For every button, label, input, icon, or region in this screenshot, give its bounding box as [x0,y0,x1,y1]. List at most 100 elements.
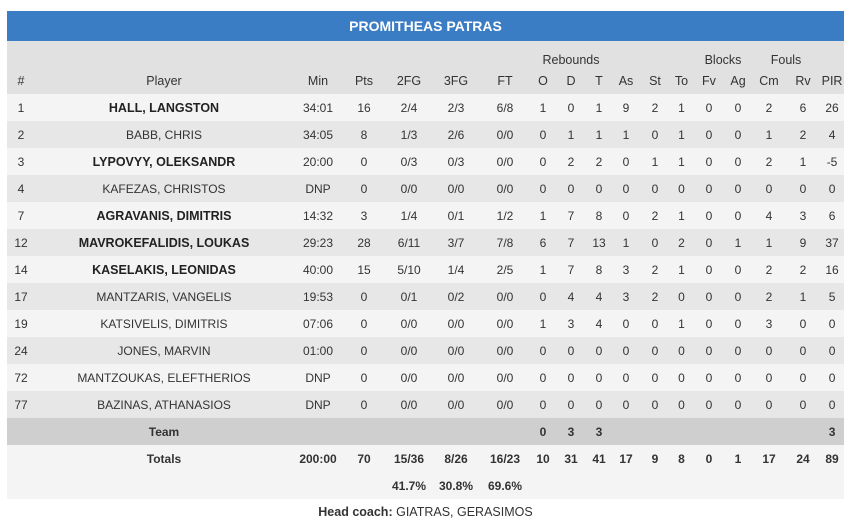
player-name-cell[interactable]: KAFEZAS, CHRISTOS [35,175,293,202]
player-name-cell[interactable]: HALL, LANGSTON [35,94,293,121]
pct-num-cell [7,472,35,499]
player-fg2-cell: 2/4 [385,94,433,121]
pct-fg3-cell: 30.8% [433,472,479,499]
column-header-row: # Player Min Pts 2FG 3FG FT O D T As St To Fv Ag Cm Rv PI… [7,67,845,94]
pct-fv-cell [694,472,724,499]
pct-pts-cell [343,472,385,499]
player-pir-cell: 0 [820,175,845,202]
pct-d-cell [555,472,587,499]
player-as-cell: 1 [611,121,641,148]
player-st-cell: 0 [641,175,669,202]
player-fg2-cell: 0/0 [385,364,433,391]
player-fg3-cell: 0/0 [433,391,479,418]
pct-ag-cell [724,472,753,499]
player-o-cell: 1 [531,94,555,121]
player-t-cell: 2 [587,148,611,175]
totals-num-cell [7,445,35,472]
totals-fv-cell: 0 [694,445,724,472]
player-pts-cell: 0 [343,175,385,202]
player-name-cell[interactable]: MANTZARIS, VANGELIS [35,283,293,310]
player-row: 19 KATSIVELIS, DIMITRIS 07:06 0 0/0 0/0 0/0 1 3 4… [7,310,845,337]
player-fv-cell: 0 [694,175,724,202]
pct-fg2-cell: 41.7% [385,472,433,499]
player-st-cell: 2 [641,256,669,283]
team-as-cell [611,418,641,445]
player-fg3-cell: 2/3 [433,94,479,121]
pct-cm-cell [752,472,787,499]
team-row: Team 0 3 3 3 [7,418,845,445]
player-name-cell[interactable]: KASELAKIS, LEONIDAS [35,256,293,283]
totals-st-cell: 9 [641,445,669,472]
player-fv-cell: 0 [694,229,724,256]
head-coach-name: GIATRAS, GERASIMOS [396,505,533,519]
player-as-cell: 0 [611,175,641,202]
player-o-cell: 0 [531,121,555,148]
player-ft-cell: 0/0 [479,310,531,337]
pct-to-cell [669,472,694,499]
player-fg2-cell: 0/0 [385,391,433,418]
player-ft-cell: 0/0 [479,148,531,175]
player-pir-cell: -5 [820,148,845,175]
player-d-cell: 1 [555,121,587,148]
head-coach-label: Head coach: [318,505,393,519]
totals-as-cell: 17 [611,445,641,472]
player-cm-cell: 2 [752,256,787,283]
player-fg2-cell: 1/3 [385,121,433,148]
team-d-cell: 3 [555,418,587,445]
player-pts-cell: 0 [343,391,385,418]
player-pts-cell: 0 [343,364,385,391]
player-fv-cell: 0 [694,364,724,391]
player-ft-cell: 0/0 [479,283,531,310]
player-d-cell: 0 [555,175,587,202]
pct-rv-cell [786,472,821,499]
player-name-cell[interactable]: LYPOVYY, OLEKSANDR [35,148,293,175]
team-cm-cell [752,418,787,445]
player-rv-cell: 0 [786,391,821,418]
player-fg3-cell: 2/6 [433,121,479,148]
column-header: PIR [820,67,845,94]
player-fg2-cell: 0/0 [385,337,433,364]
column-header: Cm [752,67,787,94]
player-ag-cell: 0 [724,364,753,391]
player-d-cell: 7 [555,202,587,229]
player-name-cell[interactable]: BABB, CHRIS [35,121,293,148]
player-t-cell: 0 [587,175,611,202]
player-to-cell: 0 [669,337,694,364]
player-row: 2 BABB, CHRIS 34:05 8 1/3 2/6 0/0 0 1 1 1 0 1 0 0 1 2 4 [7,121,845,148]
totals-fg3-cell: 8/26 [433,445,479,472]
player-name-cell[interactable]: KATSIVELIS, DIMITRIS [35,310,293,337]
pct-ft-cell: 69.6% [479,472,531,499]
player-name-cell[interactable]: AGRAVANIS, DIMITRIS [35,202,293,229]
column-header: 2FG [385,67,433,94]
player-fg3-cell: 0/1 [433,202,479,229]
player-t-cell: 0 [587,337,611,364]
player-o-cell: 0 [531,175,555,202]
team-pir-cell: 3 [820,418,845,445]
player-cm-cell: 2 [752,283,787,310]
player-pir-cell: 5 [820,283,845,310]
player-to-cell: 1 [669,202,694,229]
player-pir-cell: 26 [820,94,845,121]
column-header: FT [479,67,531,94]
player-ag-cell: 1 [724,229,753,256]
totals-pir-cell: 89 [820,445,845,472]
player-name-cell[interactable]: MANTZOUKAS, ELEFTHERIOS [35,364,293,391]
player-o-cell: 6 [531,229,555,256]
player-ag-cell: 0 [724,283,753,310]
player-name-cell[interactable]: JONES, MARVIN [35,337,293,364]
column-header: St [641,67,669,94]
player-rv-cell: 2 [786,121,821,148]
player-name-cell[interactable]: MAVROKEFALIDIS, LOUKAS [35,229,293,256]
player-min-cell: 14:32 [293,202,343,229]
player-rv-cell: 0 [786,337,821,364]
player-name-cell[interactable]: BAZINAS, ATHANASIOS [35,391,293,418]
team-fv-cell [694,418,724,445]
pct-t-cell [587,472,611,499]
team-pts-cell [343,418,385,445]
team-name-cell: Team [35,418,293,445]
column-header: As [611,67,641,94]
totals-pts-cell: 70 [343,445,385,472]
player-row: 24 JONES, MARVIN 01:00 0 0/0 0/0 0/0 0 0 0 0 0 0 0 0 0 0… [7,337,845,364]
team-num-cell [7,418,35,445]
player-t-cell: 1 [587,121,611,148]
